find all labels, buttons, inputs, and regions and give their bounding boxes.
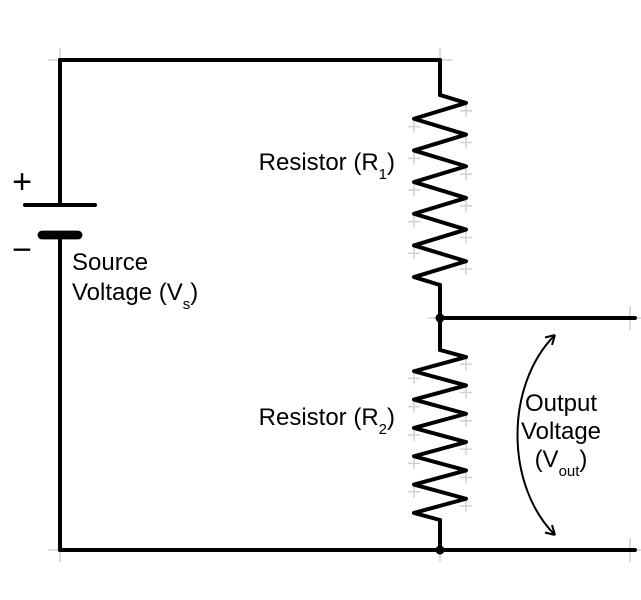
r1-label: Resistor (R1) [259,149,395,183]
resistor-r2 [414,350,466,520]
node-mid [436,314,445,323]
source-label-line2: Voltage (Vs) [72,279,198,313]
vout-label-line2: Voltage [521,418,601,445]
vout-label-line3: (Vout) [535,446,588,480]
node-bottom [436,546,445,555]
resistor-r1 [414,95,466,285]
minus-sign: − [12,231,32,269]
voltage-divider-diagram: + − Source Voltage (Vs) Resistor (R1) Resisto… [0,0,641,600]
circuit-wires [25,60,635,555]
labels: + − Source Voltage (Vs) Resistor (R1) Resisto… [12,149,601,480]
r2-label: Resistor (R2) [259,404,395,438]
source-label-line1: Source [72,249,148,276]
vout-label-line1: Output [525,390,597,417]
plus-sign: + [12,163,32,201]
